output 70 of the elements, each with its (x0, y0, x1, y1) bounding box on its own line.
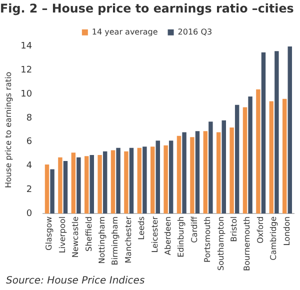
bar (269, 101, 274, 214)
bar (190, 137, 194, 214)
y-tick-label: 2 (26, 184, 32, 195)
bar (124, 151, 128, 214)
x-tick-label: London (282, 216, 292, 246)
bar (230, 128, 234, 214)
bar (248, 96, 252, 214)
chart-title: Fig. 2 – House price to earnings ratio –cities (0, 1, 294, 16)
bar (58, 157, 62, 214)
bar (90, 154, 94, 214)
y-tick-label: 4 (26, 161, 32, 172)
y-tick-label: 8 (26, 113, 32, 124)
x-tick-label: Bournemouth (242, 216, 252, 272)
x-tick-label: Cardiff (190, 216, 199, 243)
bar (76, 157, 81, 214)
y-tick-label: 10 (20, 89, 32, 100)
y-axis-title: House price to earnings ratio (4, 72, 13, 188)
x-tick-label: Portsmouth (203, 216, 212, 262)
x-tick-label: Liverpool (58, 216, 67, 254)
bar (137, 148, 142, 214)
bar (168, 140, 174, 214)
bar (98, 154, 102, 214)
x-tick-label: Leicester (150, 216, 160, 253)
bar (102, 151, 108, 214)
bar (142, 146, 147, 214)
bar (110, 150, 116, 214)
x-tick-label: Bristol (230, 216, 239, 242)
bar (261, 52, 266, 214)
bar (282, 98, 287, 214)
bar (50, 169, 54, 214)
bar (242, 107, 248, 214)
x-tick-label: Nottingham (98, 216, 107, 264)
source-note: Source: House Price Indices (6, 276, 145, 287)
y-tick-label: 14 (20, 42, 32, 52)
bar (208, 122, 213, 214)
bar (44, 164, 50, 214)
x-tick-label: Leeds (137, 216, 146, 240)
bar (195, 131, 200, 214)
bar (222, 120, 226, 214)
x-tick-label: Manchester (124, 216, 133, 264)
bar (203, 131, 208, 214)
y-tick-label: 0 (26, 208, 32, 219)
x-tick-label: Newcastle (71, 216, 80, 258)
bar (234, 104, 240, 214)
bar (150, 146, 155, 214)
bar (129, 148, 134, 214)
bar (63, 160, 68, 214)
bar (116, 148, 120, 214)
legend-label: 2016 Q3 (178, 27, 212, 36)
bar (216, 132, 221, 214)
bar (71, 152, 76, 214)
bar (288, 46, 292, 214)
x-tick-label: Aberdeen (164, 216, 173, 256)
bar (156, 140, 160, 214)
bar (182, 132, 186, 214)
x-tick-label: Sheffield (84, 216, 94, 252)
bar (274, 51, 279, 214)
x-tick-label: Oxford (256, 216, 265, 244)
x-tick-label: Cambridge (269, 216, 278, 260)
bar (176, 136, 182, 214)
x-tick-label: Edinburgh (176, 216, 186, 258)
y-tick-label: 12 (20, 66, 32, 76)
legend-label: 14 year average (92, 27, 158, 36)
bar (256, 89, 260, 214)
bar (84, 156, 89, 214)
x-tick-label: Southampton (216, 216, 226, 271)
x-tick-label: Glasgow (44, 216, 54, 250)
bar (164, 145, 168, 214)
x-tick-label: Birmingham (110, 216, 120, 266)
y-tick-label: 6 (26, 137, 32, 148)
